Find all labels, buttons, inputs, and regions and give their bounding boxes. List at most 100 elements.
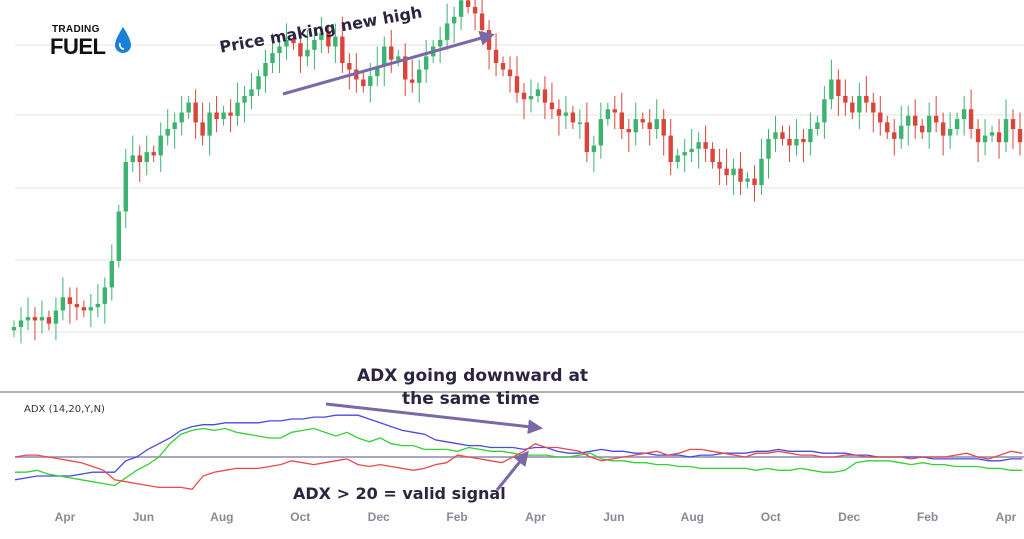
candle-body bbox=[291, 39, 296, 44]
candle-body bbox=[1017, 129, 1023, 143]
candle-body bbox=[74, 303, 80, 308]
x-tick-label: Oct bbox=[290, 510, 310, 524]
candle-body bbox=[375, 66, 380, 77]
candle-body bbox=[18, 320, 24, 327]
candle-body bbox=[235, 102, 240, 116]
x-tick-label: Jun bbox=[133, 510, 154, 524]
candle-body bbox=[549, 102, 555, 110]
candle-body bbox=[850, 102, 855, 113]
candle-body bbox=[822, 99, 827, 123]
candle-body bbox=[270, 53, 275, 63]
candle-body bbox=[864, 96, 869, 103]
candle-body bbox=[228, 112, 233, 116]
candle-body bbox=[661, 119, 666, 136]
candle-body bbox=[591, 145, 597, 153]
candle-body bbox=[640, 119, 645, 123]
candle-body bbox=[95, 303, 101, 308]
candle-body bbox=[102, 287, 108, 304]
candle-body bbox=[703, 142, 708, 149]
candle-body bbox=[123, 162, 128, 212]
candle-body bbox=[947, 129, 953, 136]
trading-fuel-logo: TRADING FUEL bbox=[50, 22, 140, 62]
candle-body bbox=[514, 76, 520, 93]
x-tick-label: Aug bbox=[681, 510, 704, 524]
candle-body bbox=[605, 109, 611, 120]
adx-downward-annotation-line1: ADX going downward at bbox=[357, 366, 589, 386]
x-tick-label: Apr bbox=[996, 510, 1017, 524]
x-tick-label: Jun bbox=[603, 510, 624, 524]
candle-body bbox=[738, 168, 743, 182]
candle-body bbox=[933, 115, 939, 123]
candle-body bbox=[67, 297, 73, 304]
candle-body bbox=[333, 36, 338, 47]
candle-body bbox=[780, 132, 785, 139]
candle-body bbox=[88, 307, 94, 311]
candle-body bbox=[500, 63, 506, 70]
candle-body bbox=[368, 76, 373, 87]
candle-body bbox=[871, 102, 876, 113]
x-tick-label: Dec bbox=[368, 510, 390, 524]
candle-body bbox=[423, 56, 429, 70]
candle-body bbox=[32, 317, 38, 321]
candle-body bbox=[214, 112, 219, 120]
candle-body bbox=[989, 132, 995, 136]
candle-body bbox=[416, 69, 422, 83]
x-tick-label: Apr bbox=[525, 510, 546, 524]
valid-signal-arrow bbox=[495, 450, 529, 491]
candle-body bbox=[696, 142, 701, 149]
candle-body bbox=[906, 115, 911, 126]
candle-body bbox=[535, 89, 541, 96]
candle-body bbox=[256, 76, 261, 90]
candle-body bbox=[542, 89, 548, 103]
candle-body bbox=[996, 132, 1002, 143]
candle-body bbox=[221, 112, 226, 120]
candle-body bbox=[717, 162, 722, 169]
candle-body bbox=[787, 138, 792, 146]
candle-body bbox=[158, 135, 163, 156]
candle-body bbox=[263, 63, 268, 77]
candle-body bbox=[130, 155, 135, 162]
candle-body bbox=[207, 112, 212, 136]
candle-body bbox=[179, 112, 184, 123]
candle-body bbox=[815, 122, 820, 129]
candle-body bbox=[954, 119, 960, 129]
x-tick-label: Oct bbox=[761, 510, 781, 524]
candle-body bbox=[584, 122, 590, 153]
candle-body bbox=[172, 122, 177, 129]
candle-body bbox=[472, 6, 478, 14]
candle-body bbox=[885, 122, 890, 133]
candle-body bbox=[53, 310, 59, 324]
candle-body bbox=[277, 46, 282, 54]
candle-body bbox=[361, 79, 366, 87]
candle-body bbox=[521, 92, 527, 100]
logo-line2: FUEL bbox=[50, 34, 106, 59]
candle-body bbox=[773, 132, 778, 139]
candle-body bbox=[899, 125, 904, 139]
candle-body bbox=[389, 46, 394, 60]
candle-body bbox=[982, 135, 988, 143]
candle-body bbox=[312, 39, 317, 50]
candle-body bbox=[347, 63, 352, 70]
candle-body bbox=[598, 119, 604, 146]
candle-body bbox=[619, 112, 624, 129]
candle-body bbox=[319, 33, 324, 40]
x-tick-label: Apr bbox=[55, 510, 76, 524]
candle-body bbox=[689, 148, 694, 153]
candle-body bbox=[507, 69, 513, 77]
candle-body bbox=[186, 102, 191, 113]
candle-body bbox=[479, 13, 485, 30]
candle-body bbox=[249, 89, 254, 96]
candle-body bbox=[633, 119, 638, 133]
candle-body bbox=[25, 317, 31, 321]
candle-body bbox=[340, 36, 345, 63]
candle-body bbox=[151, 152, 156, 156]
adx-indicator-label: ADX (14,20,Y,N) bbox=[24, 404, 105, 415]
candle-body bbox=[39, 317, 45, 321]
candle-body bbox=[570, 112, 576, 123]
candle-body bbox=[801, 138, 806, 143]
candle-body bbox=[968, 109, 974, 129]
candle-body bbox=[892, 132, 897, 139]
candle-body bbox=[465, 0, 471, 7]
candle-body bbox=[437, 39, 443, 47]
